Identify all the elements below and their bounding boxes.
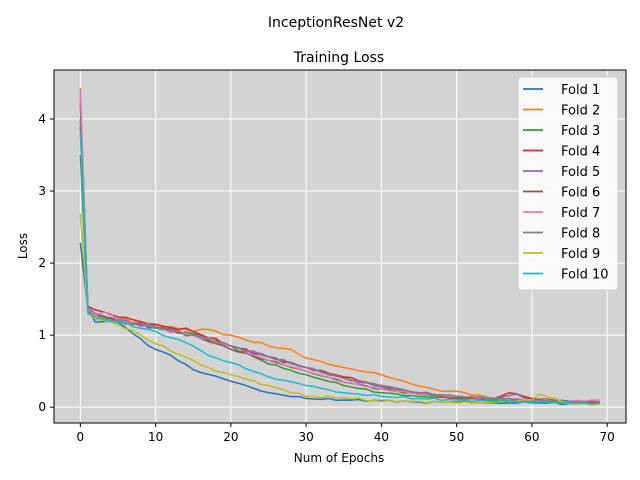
legend-label-fold-3: Fold 3 — [561, 124, 600, 139]
series-line-fold-8 — [79, 118, 600, 403]
x-tick-label: 60 — [524, 430, 539, 444]
series-line-fold-10 — [79, 133, 600, 405]
legend-label-fold-5: Fold 5 — [561, 165, 600, 180]
legend-label-fold-9: Fold 9 — [561, 247, 600, 262]
y-tick-label: 3 — [38, 184, 46, 198]
legend-items: Fold 1 Fold 2 Fold 3 Fold 4 Fold 5 Fold 6 Fold… — [523, 83, 609, 283]
x-tick-label: 10 — [148, 430, 163, 444]
x-axis-label: Num of Epochs — [294, 451, 384, 465]
legend-label-fold-4: Fold 4 — [561, 145, 600, 160]
x-tick-label: 0 — [77, 430, 85, 444]
legend-label-fold-2: Fold 2 — [561, 104, 600, 119]
y-axis-label: Loss — [16, 233, 30, 259]
y-tick-label: 1 — [38, 328, 46, 342]
y-tick-label: 2 — [38, 256, 46, 270]
x-tick-label: 20 — [223, 430, 238, 444]
legend-label-fold-6: Fold 6 — [561, 186, 600, 201]
x-tick-label: 70 — [600, 430, 615, 444]
x-tick-label: 40 — [374, 430, 389, 444]
legend-label-fold-10: Fold 10 — [561, 268, 609, 283]
plot-frame — [53, 69, 627, 424]
legend: Fold 1 Fold 2 Fold 3 Fold 4 Fold 5 Fold 6 Fold… — [517, 76, 619, 291]
series-line-fold-1 — [79, 242, 600, 406]
figure-suptitle: InceptionResNet v2 — [268, 15, 404, 31]
legend-label-fold-1: Fold 1 — [561, 83, 600, 98]
x-tick-label: 50 — [449, 430, 464, 444]
series-lines — [79, 87, 600, 406]
y-tick-label: 4 — [38, 112, 46, 126]
y-axis: 0 1 2 3 4 — [38, 112, 54, 414]
x-axis: 0 10 20 30 40 50 60 70 — [77, 423, 615, 444]
legend-label-fold-7: Fold 7 — [561, 206, 600, 221]
series-line-fold-4 — [79, 126, 600, 404]
y-tick-label: 0 — [38, 400, 46, 414]
legend-label-fold-8: Fold 8 — [561, 227, 600, 242]
x-tick-label: 30 — [298, 430, 313, 444]
chart-title: Training Loss — [293, 50, 384, 66]
